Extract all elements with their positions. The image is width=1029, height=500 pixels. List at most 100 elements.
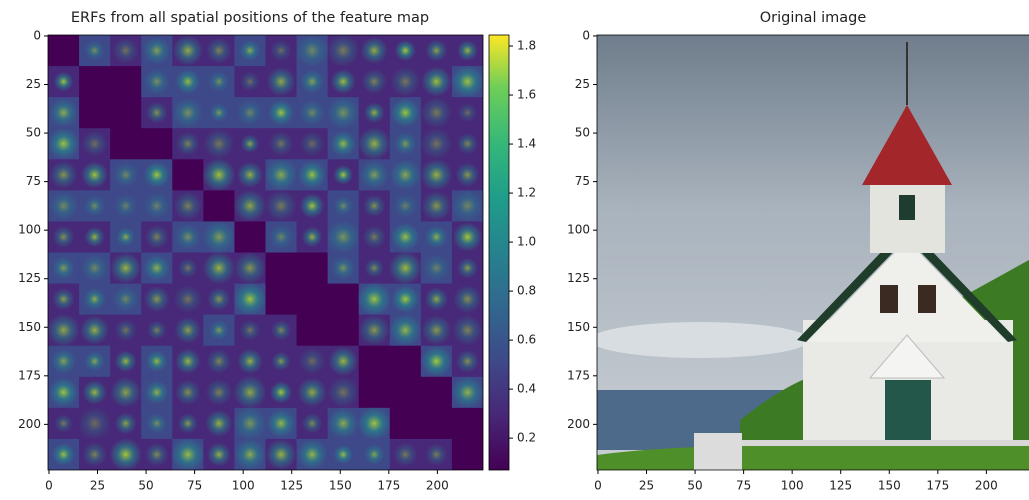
y-tick-label: 200 bbox=[18, 417, 41, 431]
y-tick-label: 75 bbox=[575, 174, 590, 188]
erf-blob bbox=[54, 72, 74, 92]
chart-title: Original image bbox=[760, 10, 867, 26]
heatmap-image bbox=[47, 34, 484, 472]
erf-blob bbox=[178, 413, 198, 433]
erf-blob bbox=[359, 315, 390, 346]
erf-blob bbox=[265, 190, 297, 222]
erf-blob bbox=[421, 66, 452, 97]
erf-tile bbox=[172, 159, 204, 191]
wall bbox=[742, 440, 1029, 446]
erf-blob bbox=[202, 220, 235, 253]
x-tick-label: 125 bbox=[280, 479, 303, 493]
erf-blob bbox=[270, 40, 291, 61]
erf-blob bbox=[421, 97, 453, 129]
erf-blob bbox=[176, 132, 200, 156]
erf-blob bbox=[300, 193, 325, 218]
x-tick-label: 200 bbox=[426, 479, 449, 493]
erf-blob bbox=[421, 191, 451, 221]
erf-blob bbox=[78, 406, 112, 440]
erf-blob bbox=[327, 376, 359, 408]
erf-blob bbox=[172, 35, 203, 66]
erf-blob bbox=[84, 288, 106, 310]
erf-blob bbox=[110, 252, 141, 283]
erf-blob bbox=[265, 158, 298, 191]
erf-tile bbox=[297, 253, 329, 285]
x-tick-label: 75 bbox=[736, 479, 751, 493]
erf-blob bbox=[209, 71, 230, 92]
erf-blob bbox=[145, 380, 169, 404]
erf-blob bbox=[267, 409, 296, 438]
colorbar-tick-label: 1.8 bbox=[517, 39, 536, 53]
erf-blob bbox=[48, 128, 80, 160]
erf-blob bbox=[421, 315, 451, 345]
erf-blob bbox=[451, 376, 483, 408]
erf-blob bbox=[452, 315, 483, 346]
door bbox=[885, 380, 931, 446]
erf-blob bbox=[109, 438, 142, 471]
x-tick-label: 125 bbox=[829, 479, 852, 493]
chart-title: ERFs from all spatial positions of the f… bbox=[71, 10, 429, 26]
erf-blob bbox=[144, 162, 170, 188]
erf-blob bbox=[52, 226, 74, 248]
cloud bbox=[590, 322, 810, 358]
erf-blob bbox=[425, 39, 447, 61]
erf-blob bbox=[113, 286, 139, 312]
erf-blob bbox=[114, 194, 138, 218]
y-tick-label: 50 bbox=[26, 126, 41, 140]
y-tick-label: 0 bbox=[582, 28, 590, 42]
erf-blob bbox=[420, 159, 452, 191]
colorbar-tick-label: 1.4 bbox=[517, 137, 536, 151]
erf-blob bbox=[81, 254, 108, 281]
x-tick-label: 0 bbox=[45, 479, 53, 493]
erf-blob bbox=[174, 285, 202, 313]
erf-blob bbox=[333, 165, 353, 185]
erf-blob bbox=[178, 258, 198, 278]
erf-blob bbox=[234, 190, 267, 223]
erf-blob bbox=[143, 193, 170, 220]
x-tick-label: 200 bbox=[975, 479, 998, 493]
erf-blob bbox=[360, 160, 389, 189]
erf-blob bbox=[393, 194, 417, 218]
erf-blob bbox=[363, 195, 386, 218]
erf-blob bbox=[175, 224, 201, 250]
erf-blob bbox=[173, 98, 203, 128]
erf-blob bbox=[453, 222, 483, 252]
erf-blob bbox=[84, 227, 105, 248]
erf-blob bbox=[271, 352, 290, 371]
erf-blob bbox=[206, 349, 231, 374]
erf-blob bbox=[425, 443, 447, 465]
erf-blob bbox=[362, 225, 386, 249]
erf-blob bbox=[144, 286, 170, 312]
colorbar bbox=[489, 35, 509, 470]
erf-blob bbox=[241, 134, 260, 153]
erf-tile bbox=[266, 253, 298, 285]
erf-blob bbox=[206, 379, 233, 406]
erf-blob bbox=[202, 252, 235, 285]
erf-blob bbox=[299, 348, 326, 375]
erf-blob bbox=[114, 319, 136, 341]
erf-blob bbox=[144, 69, 170, 95]
erf-tile bbox=[297, 284, 329, 316]
erf-blob bbox=[425, 225, 448, 248]
y-tick-label: 150 bbox=[18, 320, 41, 334]
erf-blob bbox=[52, 288, 74, 310]
y-tick-label: 200 bbox=[567, 417, 590, 431]
erf-blob bbox=[297, 377, 327, 407]
x-tick-label: 150 bbox=[878, 479, 901, 493]
tower-window bbox=[899, 195, 915, 220]
erf-blob bbox=[326, 34, 359, 67]
erf-blob bbox=[202, 158, 236, 192]
erf-blob bbox=[269, 224, 294, 249]
y-tick-label: 0 bbox=[33, 28, 41, 42]
erf-blob bbox=[458, 103, 478, 123]
erf-blob bbox=[328, 346, 358, 376]
window bbox=[880, 285, 898, 313]
erf-blob bbox=[240, 72, 260, 92]
x-tick-label: 25 bbox=[90, 479, 105, 493]
erf-blob bbox=[271, 320, 291, 340]
erf-blob bbox=[210, 103, 229, 122]
erf-blob bbox=[174, 317, 201, 344]
erf-tile bbox=[297, 315, 329, 347]
erf-blob bbox=[175, 380, 201, 406]
erf-tile bbox=[266, 284, 298, 316]
